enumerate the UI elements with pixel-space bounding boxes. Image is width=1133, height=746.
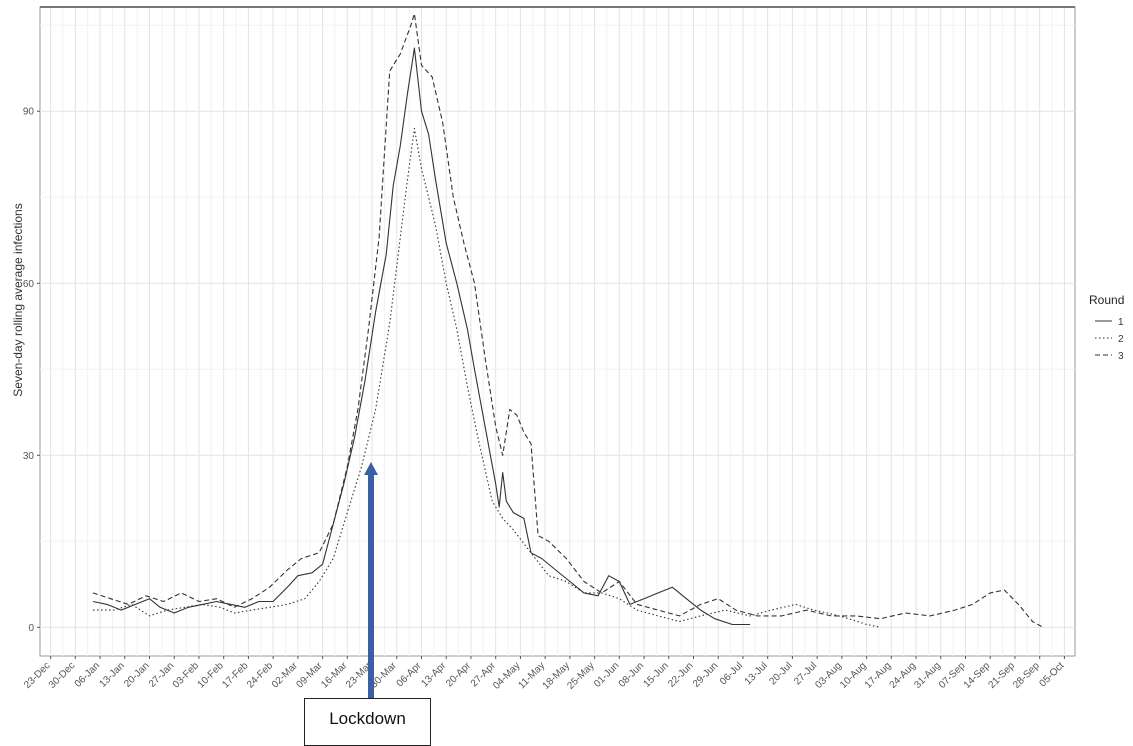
x-tick-label: 10-Feb [196, 660, 226, 690]
legend-label-1: 1 [1118, 317, 1124, 328]
x-tick-label: 08-Jun [617, 660, 646, 689]
x-tick-label: 10-Aug [838, 660, 869, 691]
legend-label-2: 2 [1118, 334, 1124, 345]
x-tick-label: 03-Aug [813, 660, 844, 691]
x-tick-label: 13-Apr [419, 660, 448, 689]
y-tick-label: 90 [23, 107, 35, 118]
x-tick-label: 31-Aug [912, 660, 943, 691]
y-axis-title: Seven-day rolling average infections [11, 203, 25, 396]
x-tick-label: 21-Sep [986, 660, 1017, 691]
x-tick-label: 13-Jul [743, 660, 770, 687]
x-tick-label: 13-Jan [97, 660, 126, 689]
x-tick-label: 06-Apr [395, 660, 424, 689]
x-tick-label: 25-May [565, 660, 596, 691]
x-tick-label: 05-Oct [1038, 660, 1067, 689]
series-line-1 [92, 47, 750, 626]
x-tick-label: 16-Mar [319, 660, 350, 691]
x-tick-label: 20-Jan [122, 660, 151, 689]
lockdown-arrow-head [364, 462, 378, 475]
x-tick-label: 23-Dec [22, 660, 53, 691]
x-tick-label: 29-Jun [691, 660, 720, 689]
legend-label-3: 3 [1118, 351, 1124, 362]
x-tick-label: 17-Aug [863, 660, 894, 691]
x-tick-label: 15-Jun [641, 660, 670, 689]
x-tick-label: 01-Jun [592, 660, 621, 689]
x-tick-label: 20-Apr [444, 660, 473, 689]
grid-major [40, 8, 1075, 656]
x-tick-label: 30-Dec [47, 660, 78, 691]
x-tick-label: 24-Feb [245, 660, 275, 690]
x-tick-label: 28-Sep [1011, 660, 1042, 691]
x-tick-label: 20-Jul [767, 660, 794, 687]
x-tick-label: 06-Jan [73, 660, 102, 689]
y-axis-ticks: 0 30 60 90 [23, 107, 40, 634]
x-tick-label: 14-Sep [962, 660, 993, 691]
lockdown-label: Lockdown [329, 709, 406, 728]
x-axis-ticks: 23-Dec30-Dec06-Jan13-Jan20-Jan27-Jan03-F… [22, 656, 1067, 692]
y-tick-label: 30 [23, 451, 35, 462]
y-tick-label: 0 [28, 623, 34, 634]
x-tick-label: 22-Jun [666, 660, 695, 689]
y-tick-label: 60 [23, 279, 35, 290]
x-tick-label: 24-Aug [888, 660, 919, 691]
series-line-3 [92, 13, 1044, 628]
legend: Round 1 2 3 [1089, 293, 1124, 362]
legend-title: Round [1089, 293, 1124, 307]
x-tick-label: 27-Jan [147, 660, 176, 689]
grid-minor [40, 8, 1075, 656]
x-tick-label: 03-Feb [171, 660, 201, 690]
series-lines [92, 13, 1044, 628]
lockdown-annotation-box: Lockdown [304, 698, 431, 746]
x-tick-label: 17-Feb [220, 660, 250, 690]
x-tick-label: 06-Jul [718, 660, 745, 687]
x-tick-label: 02-Mar [270, 660, 301, 691]
x-tick-label: 04-May [491, 660, 522, 691]
x-tick-label: 09-Mar [295, 660, 326, 691]
panel-top-border [40, 6, 1075, 8]
x-tick-label: 07-Sep [937, 660, 968, 691]
